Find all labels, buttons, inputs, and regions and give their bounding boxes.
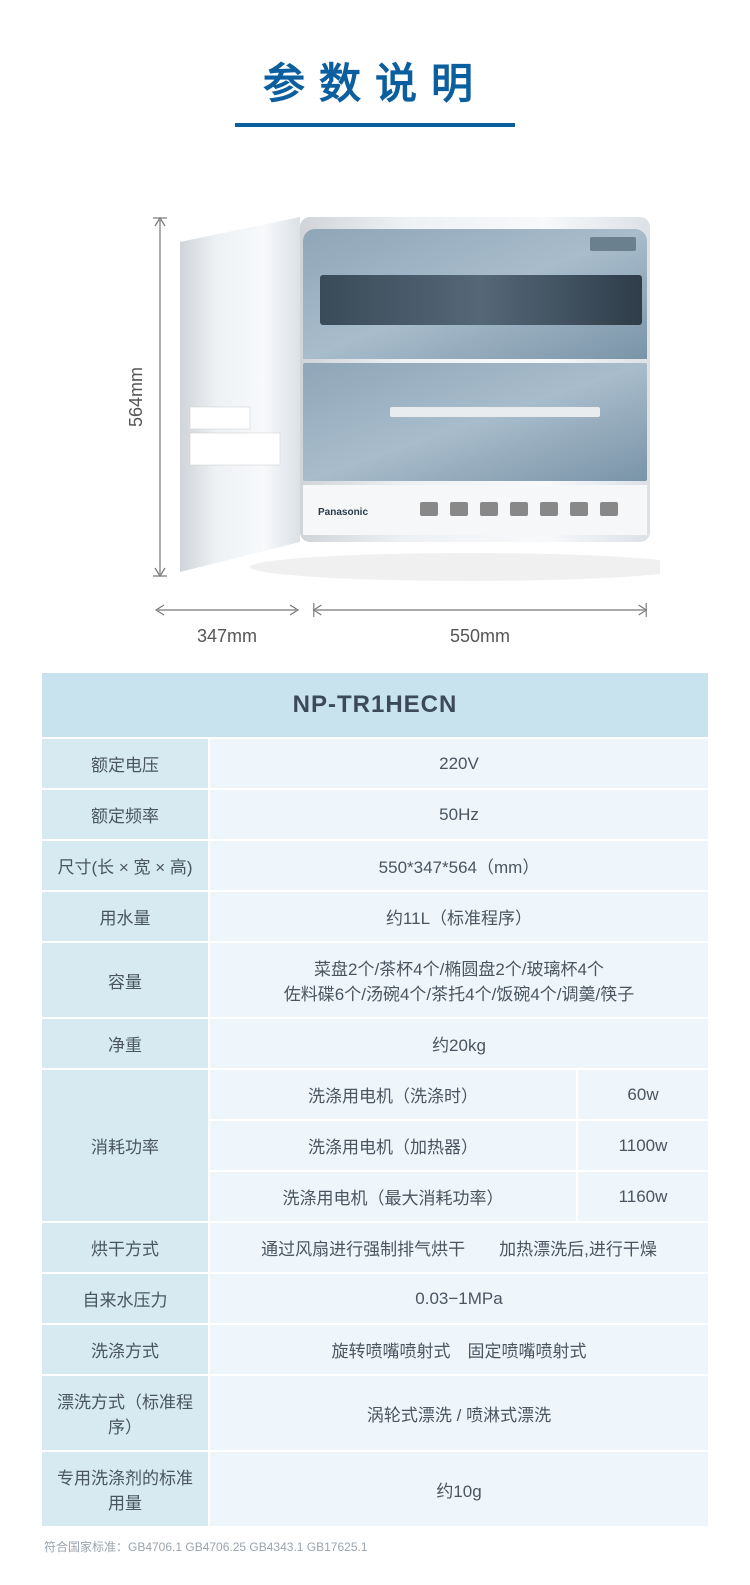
specs-table: NP-TR1HECN 额定电压220V额定频率50Hz尺寸(长 × 宽 × 高)… — [40, 671, 710, 1528]
spec-value: 约20kg — [210, 1019, 708, 1068]
spec-label: 自来水压力 — [42, 1274, 208, 1323]
spec-label: 专用洗涤剂的标准用量 — [42, 1452, 208, 1526]
spec-label: 容量 — [42, 943, 208, 1017]
spec-value: 50Hz — [210, 790, 708, 839]
compliance-footnote: 符合国家标准：GB4706.1 GB4706.25 GB4343.1 GB176… — [40, 1538, 710, 1565]
spec-label: 洗涤方式 — [42, 1325, 208, 1374]
spec-label: 额定电压 — [42, 739, 208, 788]
spec-value: 菜盘2个/茶杯4个/椭圆盘2个/玻璃杯4个 佐料碟6个/汤碗4个/茶托4个/饭碗… — [210, 943, 708, 1017]
spec-subvalue: 1100w — [578, 1121, 708, 1170]
spec-label: 尺寸(长 × 宽 × 高) — [42, 841, 208, 890]
dim-height: 564mm — [126, 212, 167, 582]
spec-subvalue: 1160w — [578, 1172, 708, 1221]
spec-value: 约10g — [210, 1452, 708, 1526]
dim-width: 550mm — [310, 603, 650, 647]
spec-sublabel: 洗涤用电机（加热器） — [210, 1121, 576, 1170]
spec-subvalue: 60w — [578, 1070, 708, 1119]
spec-sublabel: 洗涤用电机（最大消耗功率） — [210, 1172, 576, 1221]
spec-value: 550*347*564（mm） — [210, 841, 708, 890]
dim-h-label: 564mm — [126, 367, 147, 427]
svg-text:Panasonic: Panasonic — [318, 507, 368, 518]
spec-sublabel: 洗涤用电机（洗涤时） — [210, 1070, 576, 1119]
dim-depth: 347mm — [152, 603, 302, 647]
dim-d-label: 347mm — [152, 626, 302, 647]
product-diagram: Panasonic 564mm — [40, 167, 710, 647]
spec-value: 0.03−1MPa — [210, 1274, 708, 1323]
spec-label: 净重 — [42, 1019, 208, 1068]
spec-value: 旋转喷嘴喷射式 固定喷嘴喷射式 — [210, 1325, 708, 1374]
spec-label: 用水量 — [42, 892, 208, 941]
model-header: NP-TR1HECN — [42, 673, 708, 737]
spec-value: 约11L（标准程序） — [210, 892, 708, 941]
spec-value: 通过风扇进行强制排气烘干 加热漂洗后,进行干燥 — [210, 1223, 708, 1272]
spec-label: 烘干方式 — [42, 1223, 208, 1272]
spec-label: 额定频率 — [42, 790, 208, 839]
spec-label: 漂洗方式（标准程序） — [42, 1376, 208, 1450]
page-title: 参数说明 — [40, 50, 710, 111]
dim-w-label: 550mm — [310, 626, 650, 647]
spec-label: 消耗功率 — [42, 1070, 208, 1221]
product-illustration: Panasonic — [170, 207, 660, 587]
spec-value: 涡轮式漂洗 / 喷淋式漂洗 — [210, 1376, 708, 1450]
title-underline — [235, 123, 515, 127]
spec-value: 220V — [210, 739, 708, 788]
